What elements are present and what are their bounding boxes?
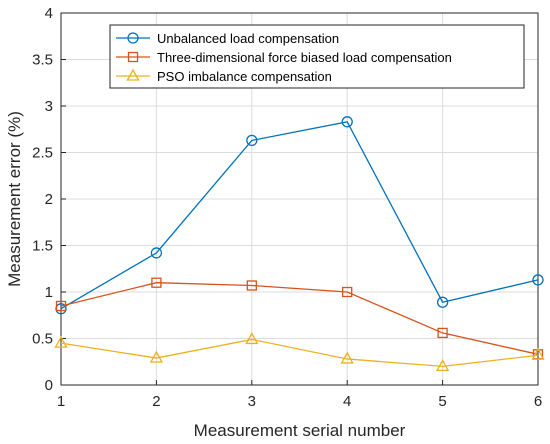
legend-marker bbox=[127, 32, 139, 44]
series-3 bbox=[54, 332, 545, 372]
data-point bbox=[246, 134, 258, 147]
y-tick-label: 3.5 bbox=[32, 52, 53, 69]
x-tick-label: 4 bbox=[343, 393, 351, 410]
y-tick-label: 2 bbox=[45, 191, 53, 208]
y-tick-label: 0.5 bbox=[32, 331, 53, 348]
y-tick-label: 3 bbox=[45, 98, 53, 115]
series-1 bbox=[55, 116, 544, 315]
series-line bbox=[60, 282, 539, 355]
legend: Unbalanced load compensation Three-dimens… bbox=[109, 24, 525, 89]
legend-item-2: Three-dimensional force biased load comp… bbox=[116, 50, 452, 65]
legend-label: Three-dimensional force biased load comp… bbox=[157, 50, 452, 65]
y-axis-label: Measurement error (%) bbox=[5, 111, 24, 287]
data-point bbox=[150, 247, 163, 259]
legend-marker bbox=[127, 51, 139, 63]
data-point bbox=[342, 286, 353, 298]
x-tick-label: 2 bbox=[152, 393, 160, 410]
legend-marker bbox=[126, 68, 140, 81]
data-point bbox=[151, 277, 162, 288]
x-tick-label: 6 bbox=[534, 393, 542, 410]
data-point bbox=[341, 116, 353, 128]
y-tick-label: 1 bbox=[45, 284, 53, 301]
data-point bbox=[437, 327, 448, 339]
series-line bbox=[60, 338, 539, 368]
data-point bbox=[54, 335, 68, 348]
legend-item-1: Unbalanced load compensation bbox=[116, 31, 339, 46]
legend-label: Unbalanced load compensation bbox=[157, 31, 339, 46]
data-point bbox=[436, 296, 449, 308]
legend-item-3: PSO imbalance compensation bbox=[116, 68, 332, 84]
x-axis-label: Measurement serial number bbox=[194, 421, 406, 440]
x-tick-label: 1 bbox=[57, 393, 65, 410]
axis-ticks: 1 2 3 4 5 6 0 0.5 1 1.5 2 2.5 3 3.5 4 bbox=[32, 5, 542, 410]
data-point bbox=[532, 274, 544, 286]
data-point bbox=[149, 350, 163, 363]
y-tick-label: 2.5 bbox=[32, 145, 53, 162]
series-2 bbox=[55, 277, 544, 360]
series-line bbox=[60, 121, 539, 310]
data-point bbox=[531, 347, 545, 360]
x-tick-label: 5 bbox=[438, 393, 446, 410]
legend-label: PSO imbalance compensation bbox=[157, 69, 332, 84]
legend-box bbox=[109, 24, 525, 89]
y-tick-label: 1.5 bbox=[32, 238, 53, 255]
data-point bbox=[340, 351, 354, 364]
data-point bbox=[436, 359, 450, 372]
y-tick-label: 4 bbox=[45, 5, 53, 22]
data-point bbox=[55, 300, 67, 312]
data-point bbox=[245, 332, 259, 345]
y-tick-label: 0 bbox=[45, 377, 53, 394]
x-tick-label: 3 bbox=[248, 393, 256, 410]
data-point bbox=[246, 280, 257, 291]
series-group bbox=[54, 116, 545, 372]
